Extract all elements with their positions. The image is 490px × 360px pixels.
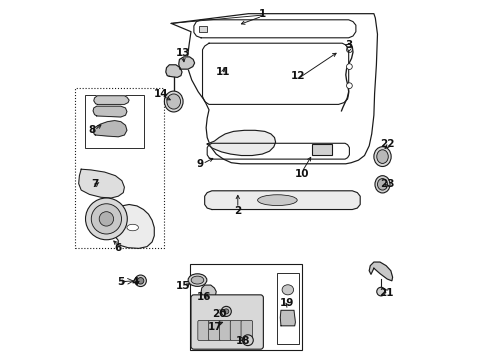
Ellipse shape (127, 224, 139, 231)
Text: 23: 23 (380, 179, 394, 189)
Ellipse shape (377, 179, 388, 190)
Polygon shape (179, 57, 195, 69)
Text: 3: 3 (346, 40, 353, 50)
FancyBboxPatch shape (312, 144, 333, 155)
Polygon shape (205, 191, 360, 210)
Polygon shape (93, 106, 127, 117)
Text: 4: 4 (131, 276, 139, 287)
Polygon shape (207, 130, 275, 156)
Text: 20: 20 (213, 309, 227, 319)
Polygon shape (111, 204, 154, 248)
FancyBboxPatch shape (220, 320, 231, 341)
Text: 13: 13 (176, 48, 190, 58)
Ellipse shape (188, 274, 207, 287)
Text: 9: 9 (196, 159, 203, 169)
Circle shape (346, 64, 352, 69)
Text: 17: 17 (208, 322, 223, 332)
Ellipse shape (164, 91, 183, 112)
FancyBboxPatch shape (230, 320, 242, 341)
Polygon shape (201, 285, 216, 297)
Ellipse shape (258, 195, 297, 206)
Circle shape (377, 287, 386, 296)
Text: 22: 22 (380, 139, 394, 149)
Ellipse shape (191, 276, 204, 284)
Polygon shape (166, 65, 182, 77)
Circle shape (346, 47, 352, 53)
Text: 7: 7 (91, 179, 98, 189)
FancyBboxPatch shape (209, 320, 220, 341)
Text: 10: 10 (294, 168, 309, 179)
Circle shape (137, 278, 144, 284)
Polygon shape (93, 121, 127, 137)
Circle shape (346, 83, 352, 89)
Circle shape (243, 335, 253, 346)
Text: 2: 2 (234, 206, 242, 216)
Circle shape (91, 204, 122, 234)
Text: 18: 18 (236, 336, 250, 346)
Text: 5: 5 (117, 276, 124, 287)
Text: 19: 19 (280, 298, 294, 308)
FancyBboxPatch shape (198, 320, 209, 341)
Ellipse shape (377, 150, 388, 163)
Text: 11: 11 (216, 67, 230, 77)
Text: 1: 1 (259, 9, 266, 19)
Text: 12: 12 (291, 71, 306, 81)
Text: 16: 16 (196, 292, 211, 302)
Polygon shape (94, 96, 129, 104)
Polygon shape (280, 310, 295, 326)
Circle shape (221, 306, 231, 316)
Ellipse shape (282, 285, 294, 295)
FancyBboxPatch shape (241, 320, 252, 341)
Polygon shape (369, 262, 392, 281)
Ellipse shape (167, 94, 180, 109)
Circle shape (135, 275, 147, 287)
Text: 6: 6 (115, 243, 122, 253)
Text: 8: 8 (88, 125, 96, 135)
Text: 21: 21 (379, 288, 393, 298)
Circle shape (86, 198, 127, 240)
Ellipse shape (375, 176, 390, 193)
Circle shape (99, 212, 114, 226)
FancyBboxPatch shape (191, 295, 263, 349)
Ellipse shape (374, 147, 391, 167)
Text: 14: 14 (154, 89, 169, 99)
Polygon shape (79, 169, 124, 198)
Circle shape (224, 309, 229, 314)
Bar (199, 26, 207, 32)
Text: 15: 15 (176, 281, 190, 291)
